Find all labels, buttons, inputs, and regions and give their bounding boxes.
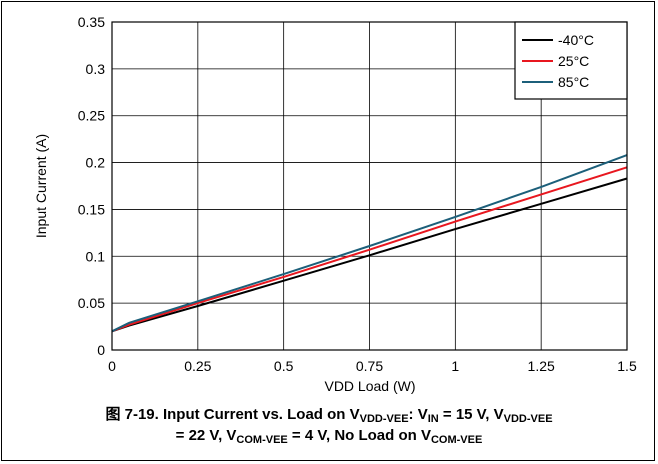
x-tick-labels: 0 0.25 0.5 0.75 1 1.25 1.5 <box>108 358 637 374</box>
line-chart: 0 0.25 0.5 0.75 1 1.25 1.5 0 0.05 0.1 0.15 0.2 0.25… <box>33 14 637 394</box>
x-tick-label: 1.25 <box>528 358 555 374</box>
legend-label: 85°C <box>558 74 589 90</box>
series-line-0 <box>111 177 628 333</box>
y-tick-label: 0.2 <box>86 155 106 171</box>
x-axis-title: VDD Load (W) <box>324 378 415 394</box>
y-tick-label: 0.05 <box>78 295 105 311</box>
x-tick-label: 1.5 <box>617 358 637 374</box>
legend: -40°C 25°C 85°C <box>514 21 628 100</box>
caption-line-1: 图 7-19. Input Current vs. Load on VVDD-V… <box>105 406 553 425</box>
x-tick-label: 0 <box>108 358 116 374</box>
series-line-2 <box>111 154 628 333</box>
y-axis-title: Input Current (A) <box>33 134 49 238</box>
x-tick-label: 0.5 <box>274 358 294 374</box>
figure-caption: 图 7-19. Input Current vs. Load on VVDD-V… <box>0 404 658 446</box>
series-line-1 <box>111 166 628 333</box>
y-tick-label: 0.3 <box>86 61 106 77</box>
series-lines <box>111 154 628 333</box>
legend-label: 25°C <box>558 53 589 69</box>
plot-area-border <box>111 21 628 351</box>
x-tick-label: 1 <box>451 358 459 374</box>
y-tick-label: 0 <box>97 342 105 358</box>
x-tick-label: 0.75 <box>356 358 383 374</box>
y-tick-label: 0.25 <box>78 108 105 124</box>
y-tick-label: 0.1 <box>86 248 106 264</box>
caption-line-2: = 22 V, VCOM-VEE = 4 V, No Load on VCOM-… <box>175 427 483 446</box>
x-tick-label: 0.25 <box>184 358 211 374</box>
legend-label: -40°C <box>558 32 594 48</box>
y-tick-label: 0.35 <box>78 14 105 30</box>
figure-number: 图 7-19. <box>105 406 159 423</box>
y-tick-label: 0.15 <box>78 201 105 217</box>
y-tick-labels: 0 0.05 0.1 0.15 0.2 0.25 0.3 0.35 <box>78 14 105 358</box>
